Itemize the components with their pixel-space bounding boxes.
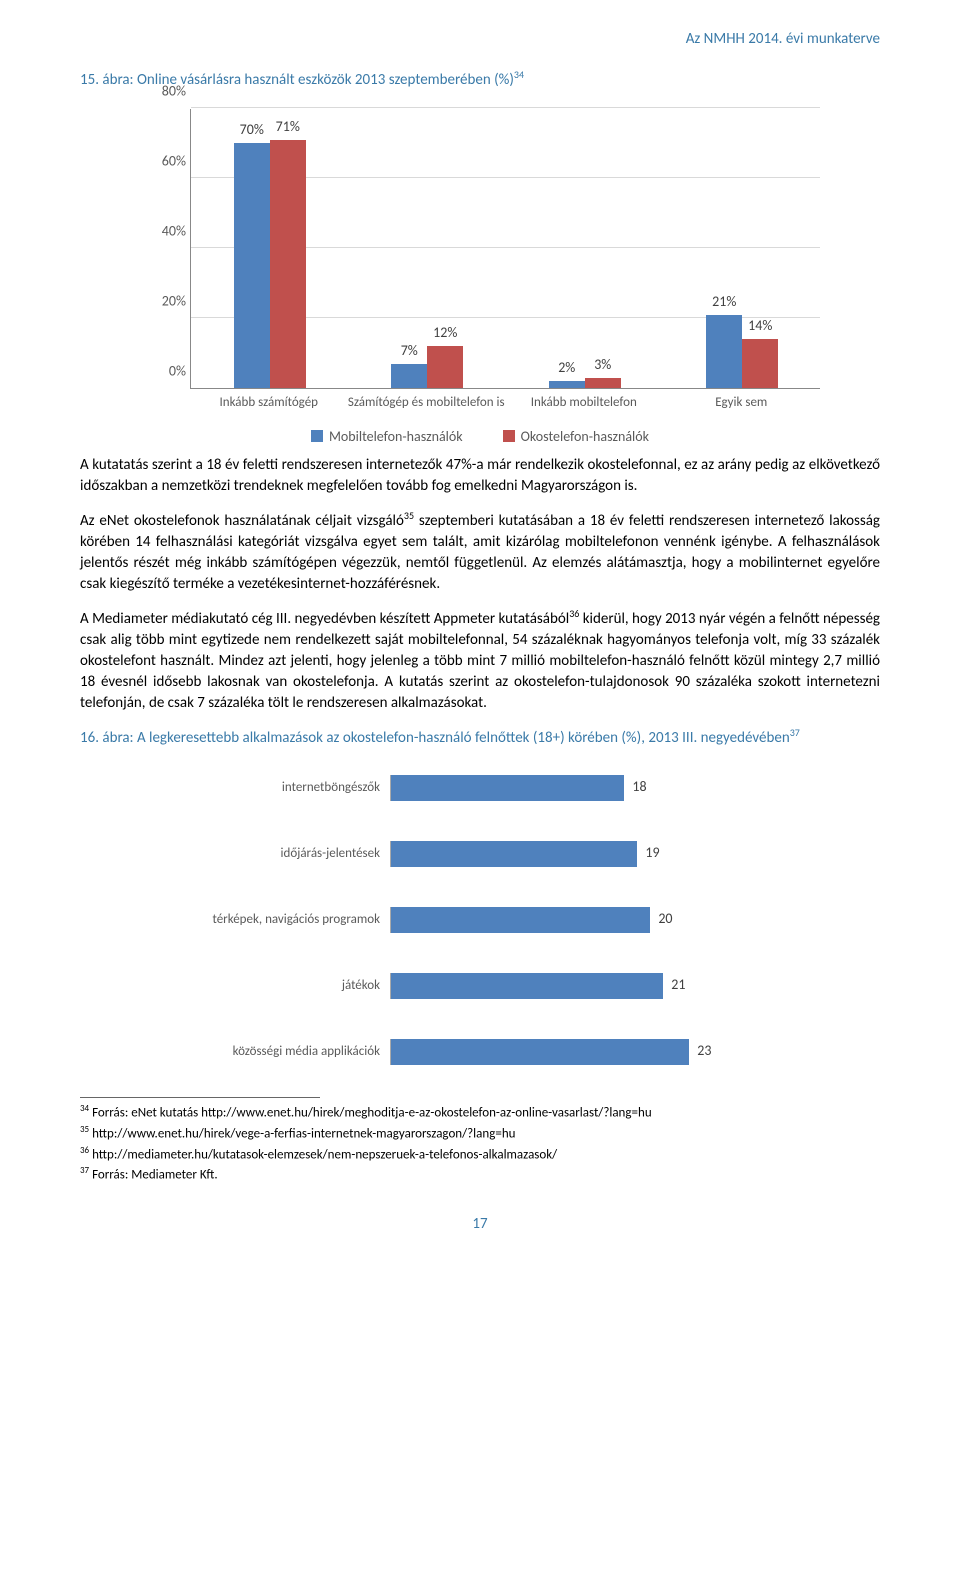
bar-group: 21%14% (706, 315, 778, 389)
figure15-fn-ref: 34 (514, 68, 524, 81)
footnote-37-text: Forrás: Mediameter Kft. (92, 1168, 218, 1183)
figure15-legend: Mobiltelefon-használók Okostelefon-haszná… (140, 428, 820, 445)
y-axis-tick: 60% (146, 153, 186, 170)
bar-value-label: 7% (391, 342, 427, 359)
p3-part-a: A Mediameter médiakutató cég III. negyed… (80, 610, 569, 628)
hbar-track: 19 (390, 841, 780, 867)
figure15-plot-area: 0%20%40%60%80%70%71%7%12%2%3%21%14% (190, 109, 820, 389)
bar-value-label: 21% (706, 293, 742, 310)
hbar (391, 973, 663, 999)
hbar-row: internetböngészők 18 (180, 767, 780, 809)
hbar (391, 841, 637, 867)
hbar-value-label: 19 (645, 844, 659, 861)
legend-swatch (311, 430, 323, 442)
gridline (191, 107, 820, 108)
hbar-value-label: 18 (632, 778, 646, 795)
bar: 3% (585, 378, 621, 389)
footnote-35-text: http://www.enet.hu/hirek/vege-a-ferfias-… (92, 1126, 515, 1141)
footnote-separator (80, 1097, 320, 1098)
bar: 14% (742, 339, 778, 388)
footnotes-block: 34 Forrás: eNet kutatás http://www.enet.… (80, 1102, 880, 1185)
page-header: Az NMHH 2014. évi munkaterve (80, 30, 880, 48)
y-axis-tick: 80% (146, 83, 186, 100)
hbar (391, 907, 650, 933)
footnote-36-text: http://mediameter.hu/kutatasok-elemzesek… (92, 1147, 557, 1162)
hbar-row: közösségi média applikációk 23 (180, 1031, 780, 1073)
legend-swatch (503, 430, 515, 442)
footnote-34-text: Forrás: eNet kutatás http://www.enet.hu/… (92, 1105, 652, 1120)
bar: 70% (234, 143, 270, 388)
x-axis-label: Számítógép és mobiltelefon is (348, 395, 506, 412)
footnote-34: 34 Forrás: eNet kutatás http://www.enet.… (80, 1102, 880, 1123)
header-title: Az NMHH 2014. évi munkaterve (686, 30, 880, 48)
hbar-value-label: 21 (671, 976, 685, 993)
bar: 71% (270, 140, 306, 389)
hbar-track: 23 (390, 1039, 780, 1065)
bar-value-label: 14% (742, 317, 778, 334)
bar-value-label: 70% (234, 121, 270, 138)
hbar-row: térképek, navigációs programok 20 (180, 899, 780, 941)
paragraph-2: Az eNet okostelefonok használatának célj… (80, 509, 880, 595)
bar: 12% (427, 346, 463, 388)
y-axis-tick: 40% (146, 223, 186, 240)
hbar-label: játékok (180, 978, 390, 993)
bar-value-label: 3% (585, 356, 621, 373)
hbar-label: közösségi média applikációk (180, 1044, 390, 1059)
hbar-label: térképek, navigációs programok (180, 912, 390, 927)
y-axis-tick: 20% (146, 293, 186, 310)
bar-value-label: 12% (427, 324, 463, 341)
page-number: 17 (80, 1215, 880, 1233)
figure16-title: 16. ábra: A legkeresettebb alkalmazások … (80, 726, 880, 749)
legend-label: Okostelefon-használók (521, 428, 649, 445)
bar: 2% (549, 381, 585, 388)
y-axis-tick: 0% (146, 363, 186, 380)
legend-item: Mobiltelefon-használók (311, 428, 463, 445)
hbar-value-label: 20 (658, 910, 672, 927)
legend-label: Mobiltelefon-használók (329, 428, 463, 445)
figure15-title: 15. ábra: Online vásárlásra használt esz… (80, 68, 880, 91)
figure16-title-text: 16. ábra: A legkeresettebb alkalmazások … (80, 729, 790, 747)
paragraph-3: A Mediameter médiakutató cég III. negyed… (80, 607, 880, 714)
figure15-chart: 0%20%40%60%80%70%71%7%12%2%3%21%14% Inká… (140, 109, 820, 445)
bar-value-label: 71% (270, 118, 306, 135)
bar: 21% (706, 315, 742, 389)
bar-group: 7%12% (391, 346, 463, 388)
paragraph-1: A kutatatás szerint a 18 év feletti rend… (80, 455, 880, 497)
hbar-value-label: 23 (697, 1042, 711, 1059)
x-axis-label: Egyik sem (663, 395, 821, 412)
bar-group: 2%3% (549, 378, 621, 389)
hbar-track: 18 (390, 775, 780, 801)
hbar-track: 21 (390, 973, 780, 999)
hbar (391, 1039, 689, 1065)
p2-part-a: Az eNet okostelefonok használatának célj… (80, 512, 404, 530)
legend-item: Okostelefon-használók (503, 428, 649, 445)
hbar (391, 775, 624, 801)
bar: 7% (391, 364, 427, 389)
p3-fn-ref: 36 (569, 607, 579, 620)
hbar-track: 20 (390, 907, 780, 933)
figure16-chart: internetböngészők 18 időjárás-jelentések 19… (180, 767, 780, 1073)
p2-fn-ref: 35 (404, 509, 414, 522)
x-axis-label: Inkább mobiltelefon (505, 395, 663, 412)
figure16-fn-ref: 37 (790, 726, 800, 739)
bar-group: 70%71% (234, 140, 306, 389)
footnote-37: 37 Forrás: Mediameter Kft. (80, 1164, 880, 1185)
footnote-36: 36 http://mediameter.hu/kutatasok-elemze… (80, 1144, 880, 1165)
footnote-35: 35 http://www.enet.hu/hirek/vege-a-ferfi… (80, 1123, 880, 1144)
hbar-row: időjárás-jelentések 19 (180, 833, 780, 875)
figure15-x-labels: Inkább számítógépSzámítógép és mobiltele… (190, 389, 820, 412)
bar-value-label: 2% (549, 359, 585, 376)
x-axis-label: Inkább számítógép (190, 395, 348, 412)
hbar-label: időjárás-jelentések (180, 846, 390, 861)
hbar-row: játékok 21 (180, 965, 780, 1007)
hbar-label: internetböngészők (180, 780, 390, 795)
